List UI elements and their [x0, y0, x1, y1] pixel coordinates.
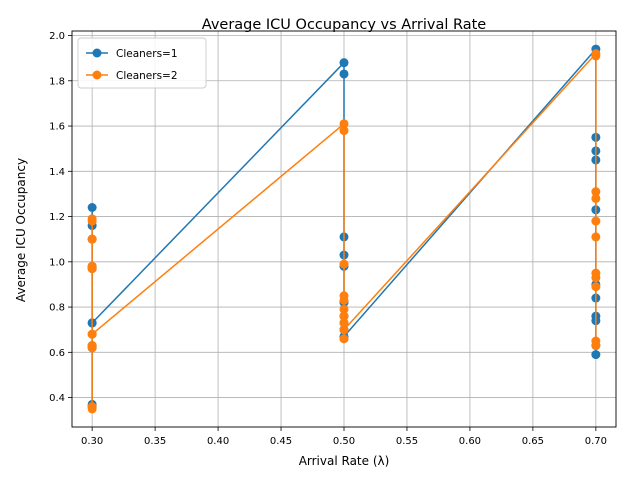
data-point [87, 341, 97, 351]
legend-label: Cleaners=1 [116, 48, 178, 60]
x-tick-label: 0.50 [333, 436, 355, 447]
data-point [591, 350, 601, 360]
data-point [339, 259, 349, 269]
data-point [591, 282, 601, 292]
x-tick-label: 0.70 [585, 436, 607, 447]
data-point [87, 203, 97, 213]
x-tick-label: 0.30 [81, 436, 103, 447]
data-point [591, 341, 601, 351]
y-tick-label: 1.8 [49, 76, 65, 87]
data-point [339, 58, 349, 68]
x-tick-label: 0.45 [270, 436, 292, 447]
y-tick-label: 1.6 [49, 122, 65, 133]
y-axis-label: Average ICU Occupancy [14, 158, 28, 302]
data-point [339, 325, 349, 335]
data-point [87, 261, 97, 271]
legend-swatch-marker [92, 70, 102, 80]
y-tick-label: 0.8 [49, 303, 65, 314]
data-point [339, 334, 349, 344]
chart-title: Average ICU Occupancy vs Arrival Rate [202, 17, 487, 33]
legend: Cleaners=1 Cleaners=2 [77, 37, 207, 89]
x-tick-label: 0.65 [522, 436, 544, 447]
legend-label: Cleaners=2 [116, 70, 178, 82]
data-point [591, 187, 601, 197]
data-point [339, 318, 349, 328]
data-point [339, 119, 349, 129]
x-tick-label: 0.55 [396, 436, 418, 447]
data-point [339, 295, 349, 305]
plot-area [87, 44, 601, 414]
y-tick-label: 2.0 [49, 31, 65, 42]
data-point [591, 193, 601, 203]
x-tick-label: 0.40 [207, 436, 229, 447]
data-point [591, 216, 601, 226]
data-point [339, 69, 349, 79]
data-point [339, 304, 349, 314]
data-point [339, 126, 349, 136]
data-point [591, 232, 601, 242]
y-tick-label: 1.2 [49, 212, 65, 223]
data-point [339, 311, 349, 321]
data-point [87, 234, 97, 244]
data-point [591, 51, 601, 61]
x-tick-label: 0.60 [459, 436, 481, 447]
y-tick-label: 1.0 [49, 257, 65, 268]
data-point [87, 216, 97, 226]
y-tick-label: 1.4 [49, 167, 65, 178]
x-tick-label: 0.35 [144, 436, 166, 447]
y-tick-label: 0.6 [49, 348, 65, 359]
data-point [87, 404, 97, 414]
series-2 [87, 49, 601, 414]
legend-swatch-marker [92, 48, 102, 58]
y-tick-label: 0.4 [49, 393, 65, 404]
legend-box [77, 37, 207, 89]
data-point [87, 329, 97, 339]
axis-ticks: 0.30 0.35 0.40 0.45 0.50 0.55 0.60 0.65 0.70 0.4 0… [49, 31, 607, 447]
x-axis-label: Arrival Rate (λ) [299, 454, 390, 468]
data-point [591, 273, 601, 283]
